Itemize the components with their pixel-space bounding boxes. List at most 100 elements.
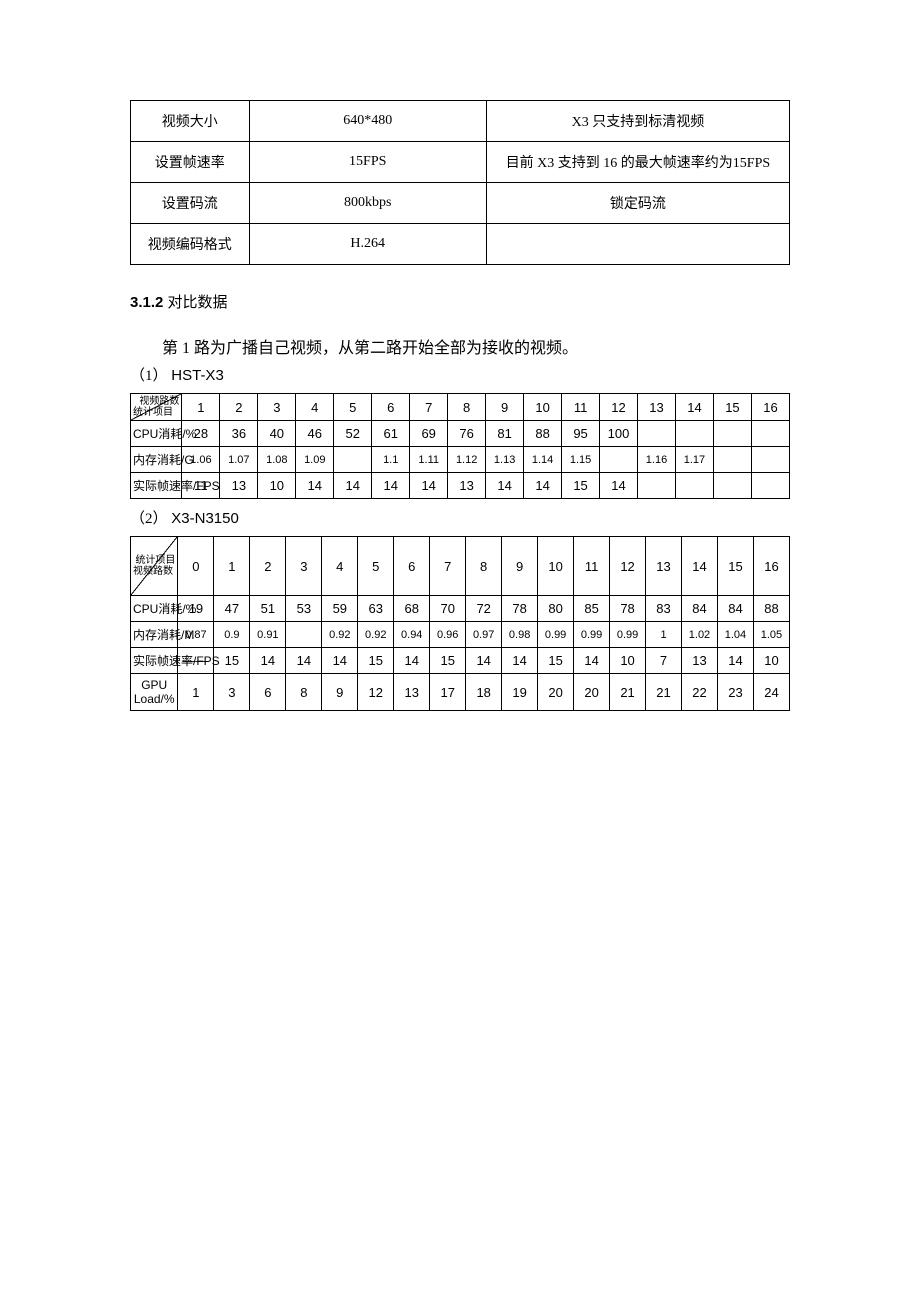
cell [713,473,751,499]
cell: 13 [448,473,486,499]
table-row: 视频大小 640*480 X3 只支持到标清视频 [131,101,790,142]
col-header: 14 [675,394,713,421]
cell: 52 [334,421,372,447]
cell: 88 [753,596,789,622]
cell [600,447,638,473]
cell-key: 视频大小 [131,101,250,142]
cell: 12 [358,674,394,711]
cell: 14 [410,473,448,499]
subheading-name: X3-N3150 [171,510,239,527]
cell [286,622,322,648]
cell: 14 [717,648,753,674]
table-header-row: 视频路数 统计项目 1 2 3 4 5 6 7 8 9 10 11 12 13 … [131,394,790,421]
cell: 78 [502,596,538,622]
cell: 6 [250,674,286,711]
cell: 69 [410,421,448,447]
cell: 51 [250,596,286,622]
col-header: 10 [524,394,562,421]
table-row: CPU消耗/% 19 47 51 53 59 63 68 70 72 78 80… [131,596,790,622]
cell: 14 [574,648,610,674]
col-header: 0 [178,537,214,596]
cell: 40 [258,421,296,447]
cell: 53 [286,596,322,622]
cell: 14 [296,473,334,499]
col-header: 13 [638,394,676,421]
row-header: GPU Load/% [131,674,178,711]
col-header: 7 [430,537,466,596]
col-header: 15 [713,394,751,421]
col-header: 8 [466,537,502,596]
hst-x3-table: 视频路数 统计项目 1 2 3 4 5 6 7 8 9 10 11 12 13 … [130,393,790,499]
cell: 0.97 [466,622,502,648]
col-header: 13 [646,537,682,596]
col-header: 1 [214,537,250,596]
cell-value: H.264 [249,224,486,265]
cell-note [486,224,789,265]
cell: 14 [524,473,562,499]
cell: 0.94 [394,622,430,648]
cell [675,421,713,447]
col-header: 7 [410,394,448,421]
table-row: 设置码流 800kbps 锁定码流 [131,183,790,224]
cell: 1 [178,674,214,711]
subheading-2: （2） X3-N3150 [130,507,790,528]
cell: 13 [394,674,430,711]
cell: 15 [562,473,600,499]
cell-note: X3 只支持到标清视频 [486,101,789,142]
cell: 14 [394,648,430,674]
cell: 14 [334,473,372,499]
cell: 95 [562,421,600,447]
cell: 59 [322,596,358,622]
cell: 47 [214,596,250,622]
cell [751,473,789,499]
col-header: 15 [717,537,753,596]
col-header: 5 [358,537,394,596]
cell: 1.11 [410,447,448,473]
cell: 85 [574,596,610,622]
cell-value: 15FPS [249,142,486,183]
cell: 19 [502,674,538,711]
cell: 24 [753,674,789,711]
col-header: 10 [538,537,574,596]
cell: 80 [538,596,574,622]
cell: 88 [524,421,562,447]
section-title: 对比数据 [168,294,228,311]
col-header: 14 [682,537,718,596]
cell: 1.12 [448,447,486,473]
cell: 14 [466,648,502,674]
cell: 83 [646,596,682,622]
cell: 36 [220,421,258,447]
cell: 21 [646,674,682,711]
cell: 1.09 [296,447,334,473]
row-header: 内存消耗/G [131,447,182,473]
cell [713,421,751,447]
cell: 1.07 [220,447,258,473]
cell: 14 [502,648,538,674]
subheading-index: （2） [130,511,168,527]
diagonal-header: 统计项目 视频路数 [131,537,178,596]
cell: 20 [574,674,610,711]
col-header: 6 [394,537,430,596]
cell: 68 [394,596,430,622]
cell: 14 [250,648,286,674]
col-header: 8 [448,394,486,421]
cell: 81 [486,421,524,447]
cell: 10 [753,648,789,674]
cell [334,447,372,473]
cell: 84 [682,596,718,622]
cell: 76 [448,421,486,447]
section-number: 3.1.2 [130,294,163,311]
col-header: 4 [296,394,334,421]
document-page: 视频大小 640*480 X3 只支持到标清视频 设置帧速率 15FPS 目前 … [0,0,920,899]
cell [675,473,713,499]
cell: 1.15 [562,447,600,473]
col-header: 6 [372,394,410,421]
col-header: 11 [574,537,610,596]
table-row: 实际帧速率/FPS 11 13 10 14 14 14 14 13 14 14 … [131,473,790,499]
table-row: 内存消耗/G 1.06 1.07 1.08 1.09 1.1 1.11 1.12… [131,447,790,473]
cell: 0.91 [250,622,286,648]
cell: 72 [466,596,502,622]
cell-value: 640*480 [249,101,486,142]
cell: 17 [430,674,466,711]
cell: 13 [220,473,258,499]
